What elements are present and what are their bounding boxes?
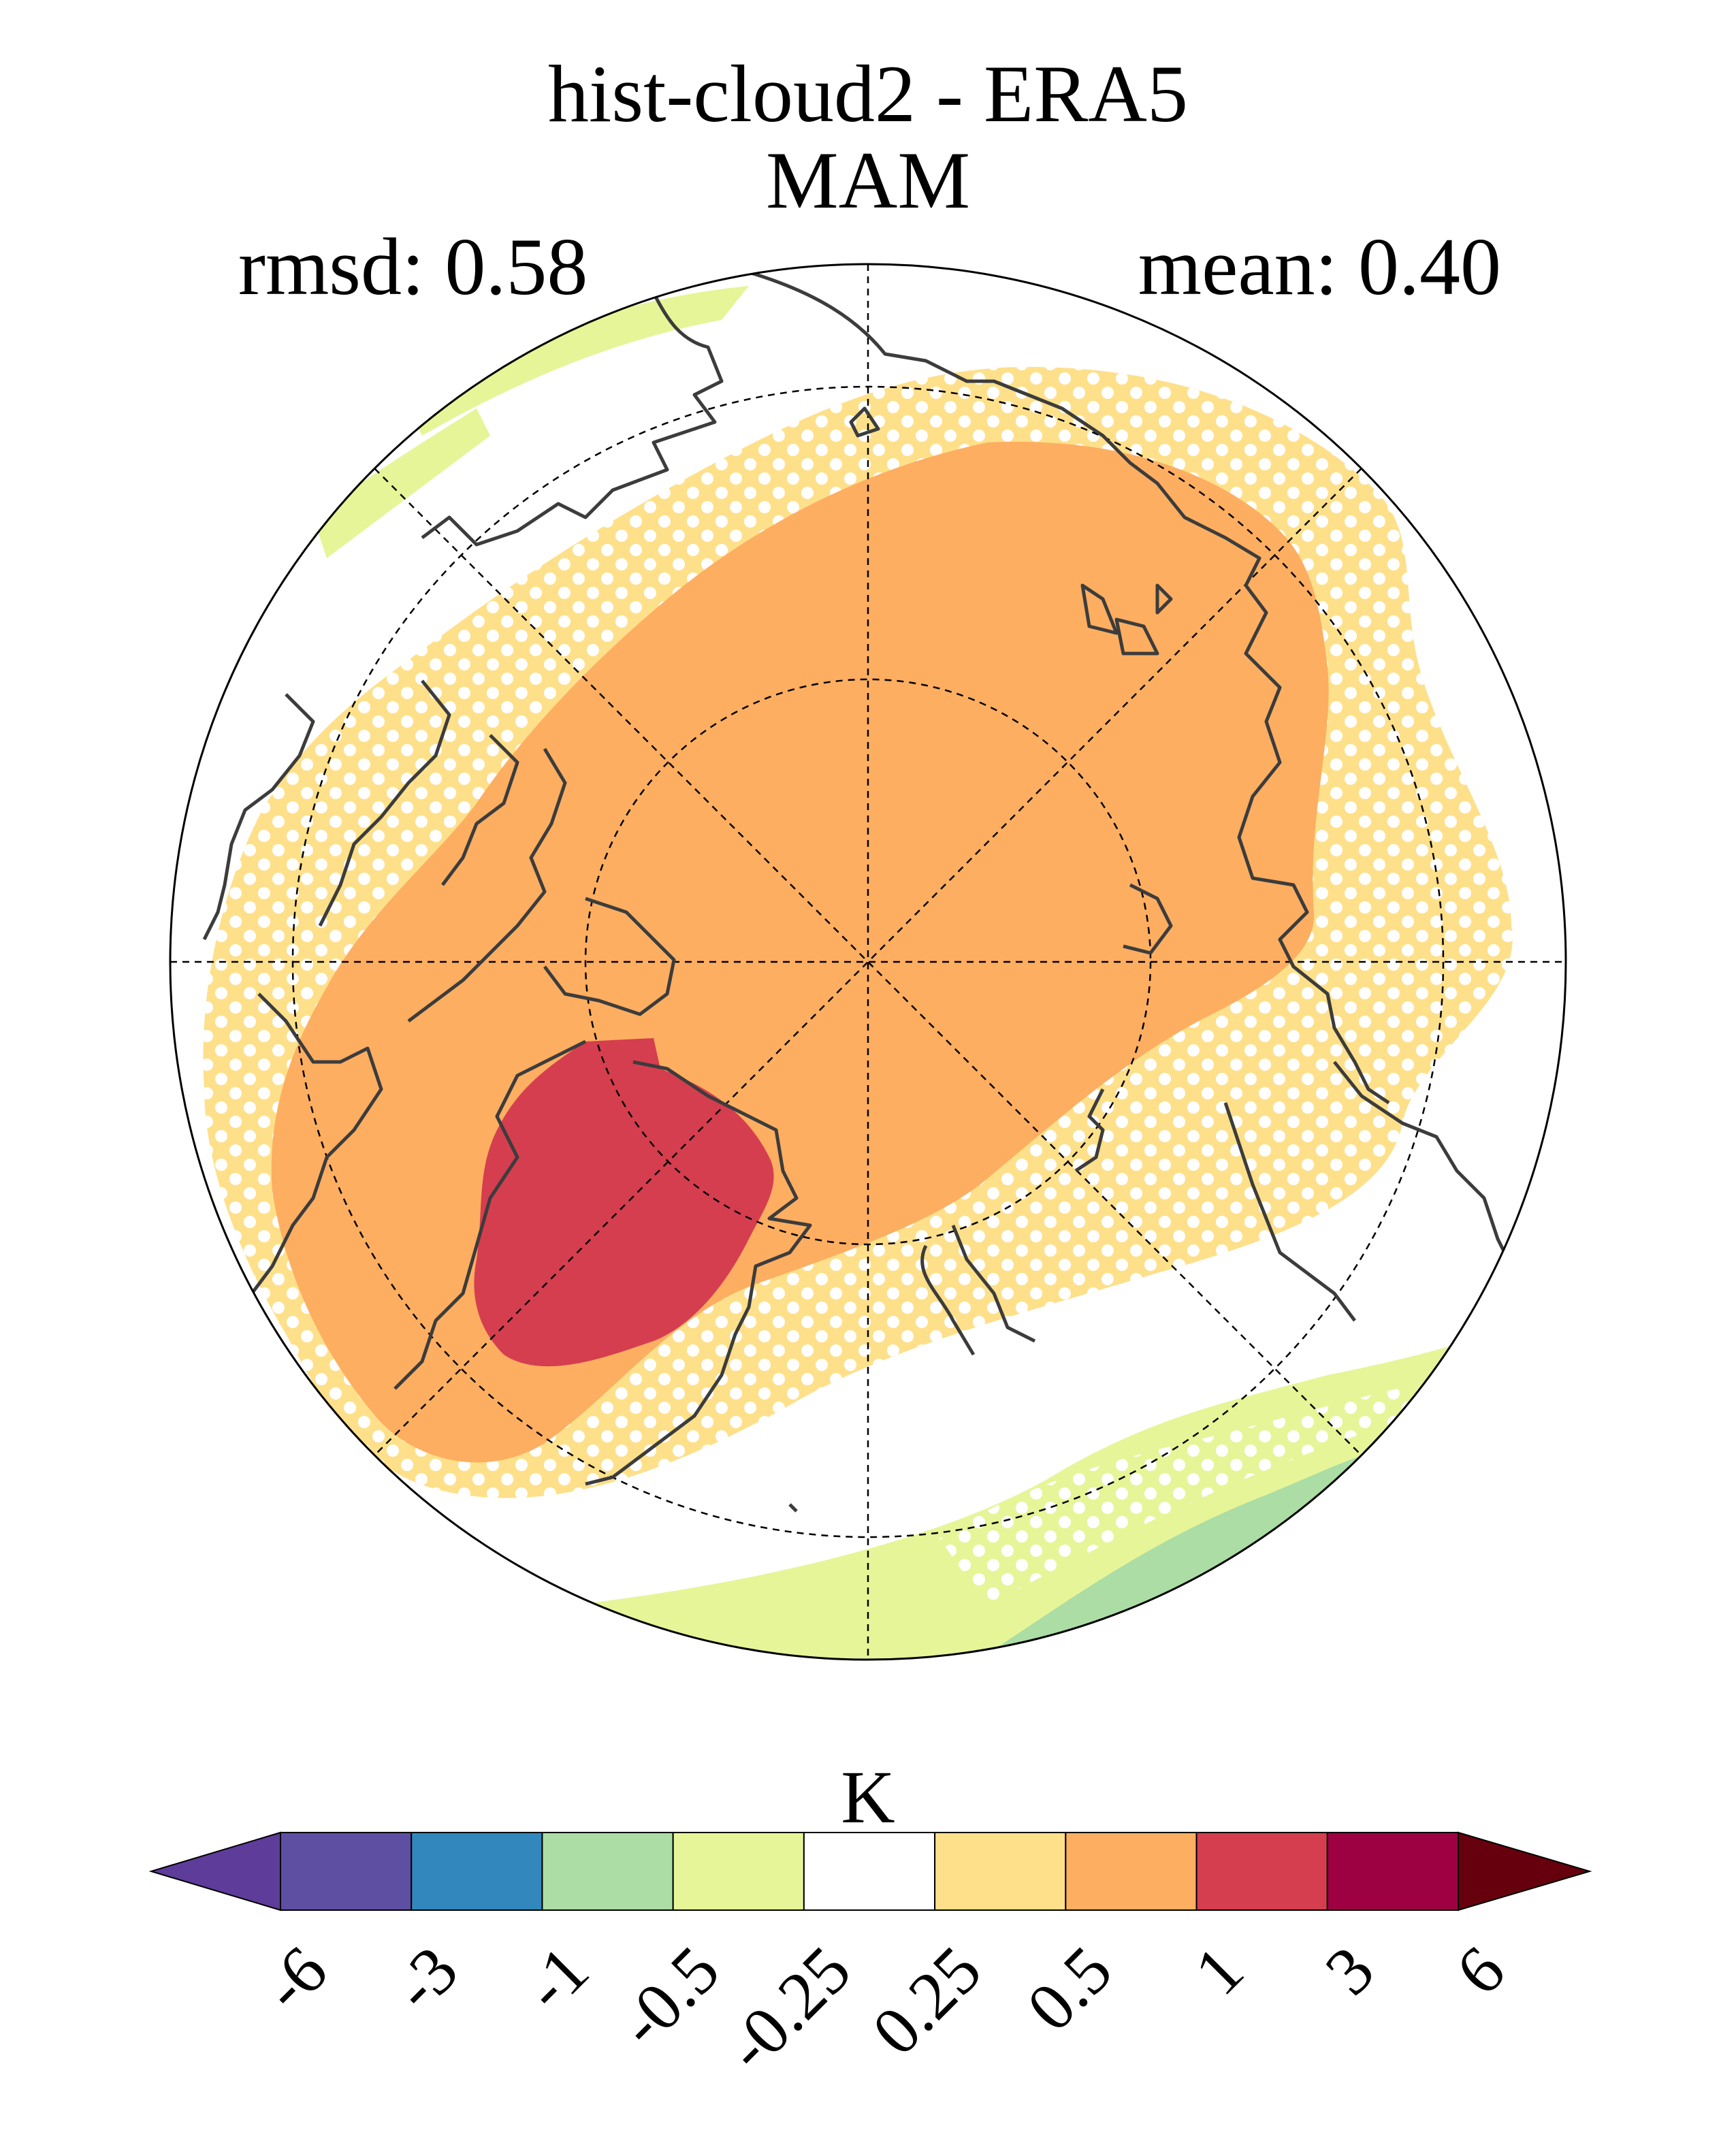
colorbar-tick-label: 3: [1311, 1931, 1389, 2010]
colorbar-bin: [934, 1832, 1067, 1911]
season-label: MAM: [765, 135, 971, 225]
colorbar-tick-label: -6: [247, 1931, 342, 2026]
colorbar-bin: [1195, 1832, 1328, 1911]
colorbar-tick-label: 0.5: [1012, 1931, 1127, 2046]
colorbar-bin: [1326, 1832, 1460, 1911]
colorbar-extend-low: [148, 1831, 281, 1911]
colorbar-bin: [672, 1832, 805, 1911]
colorbar-units: K: [841, 1756, 895, 1839]
region-alaska-band: [313, 408, 490, 558]
colorbar-tick-label: 6: [1441, 1931, 1520, 2010]
colorbar-bin: [280, 1832, 413, 1911]
map-boundary: [169, 263, 1567, 1661]
colorbar-tick-label: -1: [509, 1931, 603, 2026]
colorbar-bin: [803, 1832, 936, 1911]
polar-map: [169, 263, 1567, 1661]
region-nw-band: [408, 286, 749, 436]
plot-title: hist-cloud2 - ERA5: [548, 48, 1188, 139]
colorbar-extend-high: [1458, 1831, 1592, 1911]
coastlines: [202, 270, 1513, 1513]
graticule: [170, 264, 1566, 1660]
rmsd-label: rmsd: 0.58: [238, 221, 588, 312]
colorbar-bin: [411, 1832, 543, 1911]
region-north-pacific-dots: [939, 1382, 1464, 1607]
colorbar-tick-label: -0.5: [604, 1931, 734, 2062]
colorbar-tick-label: 0.25: [858, 1931, 996, 2069]
colorbar-bin: [1065, 1832, 1197, 1911]
colorbar-tick-label: -3: [379, 1931, 472, 2026]
colorbar-tick-label: 1: [1179, 1931, 1257, 2010]
mean-label: mean: 0.40: [1138, 221, 1501, 312]
colorbar-tick-label: -0.25: [711, 1931, 865, 2086]
colorbar-bin: [541, 1832, 674, 1911]
region-greenland: [474, 1038, 774, 1367]
